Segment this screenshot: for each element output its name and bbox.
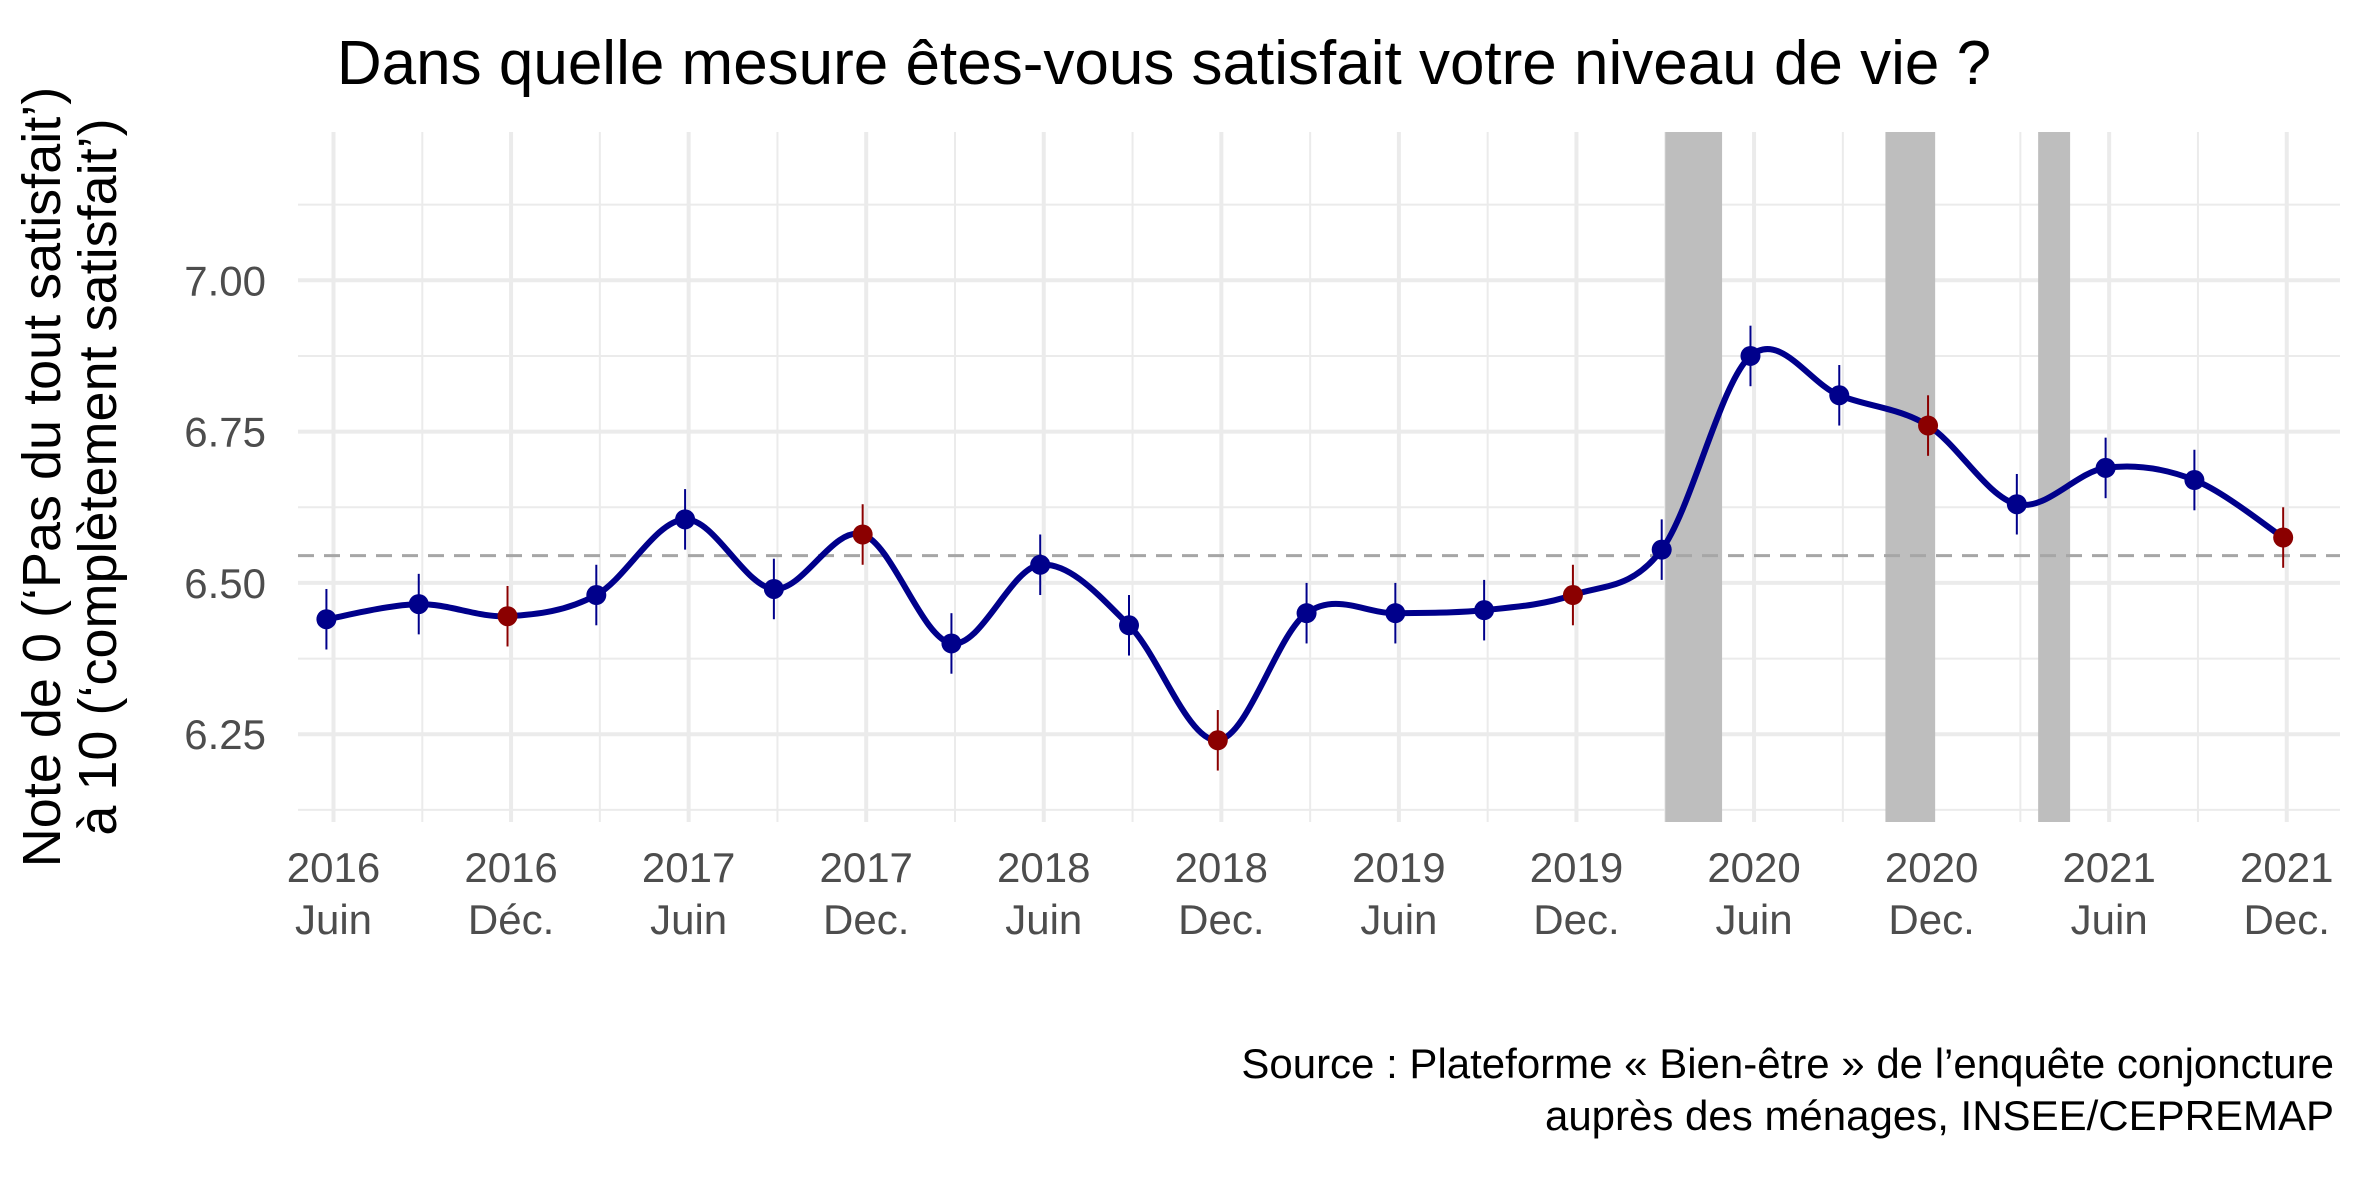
x-tick-label-year: 2021 bbox=[2062, 844, 2155, 891]
data-point bbox=[1829, 385, 1850, 406]
x-tick-label-period: Dec. bbox=[823, 896, 909, 943]
data-point bbox=[941, 633, 962, 654]
data-point bbox=[1918, 415, 1939, 436]
caption-line-1: Source : Plateforme « Bien-être » de l’e… bbox=[1241, 1040, 2334, 1087]
x-tick-label-period: Dec. bbox=[2244, 896, 2330, 943]
y-tick-labels: 6.25 6.50 6.75 7.00 bbox=[184, 257, 266, 758]
data-point bbox=[2273, 527, 2294, 548]
y-tick-label: 6.75 bbox=[184, 409, 266, 456]
x-tick-label-year: 2020 bbox=[1885, 844, 1978, 891]
x-tick-label-year: 2017 bbox=[642, 844, 735, 891]
x-tick-label-period: Déc. bbox=[468, 896, 554, 943]
data-point bbox=[1207, 730, 1228, 751]
y-tick-label: 6.25 bbox=[184, 711, 266, 758]
data-point bbox=[852, 524, 873, 545]
caption-line-2: auprès des ménages, INSEE/CEPREMAP bbox=[1545, 1092, 2334, 1139]
x-tick-label-period: Juin bbox=[1360, 896, 1437, 943]
x-tick-label-year: 2021 bbox=[2240, 844, 2333, 891]
data-point bbox=[2006, 494, 2027, 515]
x-tick-label-year: 2018 bbox=[1175, 844, 1268, 891]
x-tick-label-period: Dec. bbox=[1178, 896, 1264, 943]
chart-title: Dans quelle mesure êtes-vous satisfait v… bbox=[337, 29, 1991, 98]
x-tick-label-period: Juin bbox=[1716, 896, 1793, 943]
x-tick-label-period: Juin bbox=[650, 896, 727, 943]
data-point bbox=[675, 509, 696, 530]
x-tick-label-year: 2016 bbox=[287, 844, 380, 891]
x-tick-label-period: Juin bbox=[2071, 896, 2148, 943]
shaded-period-3 bbox=[2038, 132, 2071, 822]
x-tick-label-year: 2018 bbox=[997, 844, 1090, 891]
y-axis-title-line-1: Note de 0 (‘Pas du tout satisfait’) bbox=[12, 87, 72, 867]
shaded-period-2 bbox=[1885, 132, 1936, 822]
y-axis-title: Note de 0 (‘Pas du tout satisfait’) à 10… bbox=[12, 87, 128, 867]
data-point bbox=[1119, 615, 1140, 636]
data-point bbox=[1296, 603, 1317, 624]
x-tick-label-year: 2016 bbox=[464, 844, 557, 891]
data-point bbox=[1385, 603, 1406, 624]
data-point bbox=[1474, 600, 1495, 621]
y-axis-title-line-2: à 10 (‘complètement satisfait’) bbox=[68, 118, 128, 835]
data-point bbox=[408, 594, 429, 615]
x-tick-label-period: Dec. bbox=[1888, 896, 1974, 943]
x-tick-label-year: 2020 bbox=[1707, 844, 1800, 891]
data-points bbox=[316, 345, 2294, 751]
x-tick-label-year: 2019 bbox=[1530, 844, 1623, 891]
data-point bbox=[316, 609, 337, 630]
data-point bbox=[2184, 470, 2205, 491]
data-point bbox=[1740, 345, 1761, 366]
x-tick-label-period: Juin bbox=[295, 896, 372, 943]
x-tick-label-period: Juin bbox=[1005, 896, 1082, 943]
x-tick-label-year: 2017 bbox=[819, 844, 912, 891]
data-point bbox=[586, 585, 607, 606]
data-point bbox=[1030, 554, 1051, 575]
gridlines bbox=[298, 132, 2340, 822]
data-point bbox=[1651, 539, 1672, 560]
x-tick-label-year: 2019 bbox=[1352, 844, 1445, 891]
x-tick-labels: 2016 Juin 2016 Déc. 2017 Juin 2017 Dec. 2018 Juin… bbox=[287, 844, 2334, 943]
data-point bbox=[1562, 585, 1583, 606]
y-tick-label: 7.00 bbox=[184, 257, 266, 304]
data-point bbox=[497, 606, 518, 627]
y-tick-label: 6.50 bbox=[184, 560, 266, 607]
x-tick-label-period: Dec. bbox=[1533, 896, 1619, 943]
data-point bbox=[2095, 457, 2116, 478]
data-point bbox=[763, 578, 784, 599]
